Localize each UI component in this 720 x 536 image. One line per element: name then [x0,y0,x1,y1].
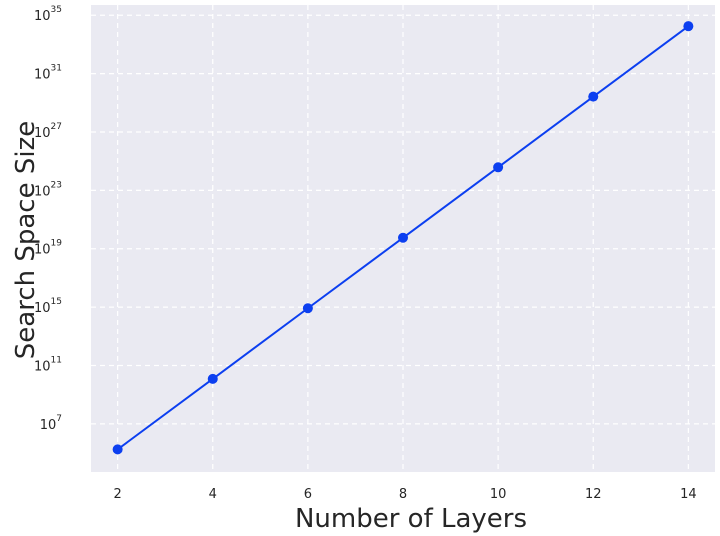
x-tick-labels: 2 4 6 8 10 12 14 [113,487,696,502]
y-tick-exponent: 31 [51,64,62,74]
x-tick-label: 2 [113,487,121,502]
data-point [112,444,123,455]
y-tick-exponent: 7 [56,414,62,424]
y-tick-label: 1015 [34,297,62,316]
y-tick-base: 10 [34,68,51,83]
y-tick-label: 1031 [34,64,62,83]
data-point [302,303,313,314]
y-tick-base: 10 [34,184,51,199]
y-tick-label: 1023 [34,180,62,199]
x-tick-label: 8 [399,487,407,502]
y-tick-base: 10 [34,301,51,316]
x-tick-label: 6 [304,487,312,502]
data-point [398,232,408,243]
x-axis-title: Number of Layers [295,504,527,534]
y-tick-base: 10 [34,359,51,374]
y-tick-base: 10 [40,418,57,433]
data-point [493,162,504,173]
y-tick-label: 1027 [34,122,62,141]
x-tick-label: 12 [585,487,602,502]
y-tick-exponent: 35 [51,5,62,15]
y-tick-label: 1035 [34,5,62,24]
x-tick-label: 14 [680,487,697,502]
y-tick-exponent: 23 [51,180,62,190]
x-tick-label: 10 [490,487,507,502]
y-tick-label: 107 [40,414,62,433]
y-tick-exponent: 15 [51,297,62,307]
x-tick-label: 4 [209,487,217,502]
y-tick-exponent: 11 [51,355,62,365]
grid-lines [91,5,715,472]
data-point [683,21,694,32]
series-group [112,21,694,455]
y-tick-base: 10 [34,9,51,24]
data-point [207,373,218,384]
y-axis-title: Search Space Size [11,121,41,359]
y-tick-label: 1011 [34,355,62,374]
y-tick-base: 10 [34,126,51,141]
y-tick-label: 1019 [34,239,62,258]
y-tick-base: 10 [34,243,51,258]
y-tick-exponent: 27 [51,122,62,132]
y-tick-exponent: 19 [51,239,63,249]
data-point [588,91,599,102]
